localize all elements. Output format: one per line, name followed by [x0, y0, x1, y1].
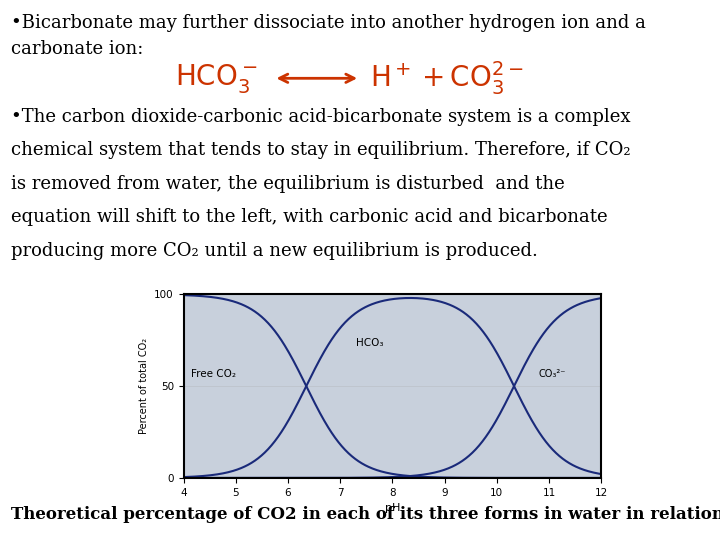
- X-axis label: pH: pH: [384, 503, 400, 513]
- Text: •Bicarbonate may further dissociate into another hydrogen ion and a: •Bicarbonate may further dissociate into…: [11, 14, 646, 31]
- Text: carbonate ion:: carbonate ion:: [11, 40, 143, 58]
- Text: HCO₃: HCO₃: [356, 338, 383, 348]
- Text: producing more CO₂ until a new equilibrium is produced.: producing more CO₂ until a new equilibri…: [11, 242, 538, 260]
- Text: chemical system that tends to stay in equilibrium. Therefore, if CO₂: chemical system that tends to stay in eq…: [11, 141, 631, 159]
- Text: $\mathregular{H^+ + CO_3^{2-}}$: $\mathregular{H^+ + CO_3^{2-}}$: [369, 59, 523, 97]
- Text: •The carbon dioxide-carbonic acid-bicarbonate system is a complex: •The carbon dioxide-carbonic acid-bicarb…: [11, 108, 630, 126]
- Text: CO₃²⁻: CO₃²⁻: [539, 369, 566, 379]
- Text: is removed from water, the equilibrium is disturbed  and the: is removed from water, the equilibrium i…: [11, 175, 564, 193]
- Text: equation will shift to the left, with carbonic acid and bicarbonate: equation will shift to the left, with ca…: [11, 208, 608, 226]
- Text: Theoretical percentage of CO2 in each of its three forms in water in relation to: Theoretical percentage of CO2 in each of…: [11, 506, 720, 523]
- Y-axis label: Percent of total CO₂: Percent of total CO₂: [139, 338, 149, 434]
- Text: $\mathregular{HCO_3^-}$: $\mathregular{HCO_3^-}$: [175, 62, 257, 95]
- Text: Free CO₂: Free CO₂: [192, 369, 236, 379]
